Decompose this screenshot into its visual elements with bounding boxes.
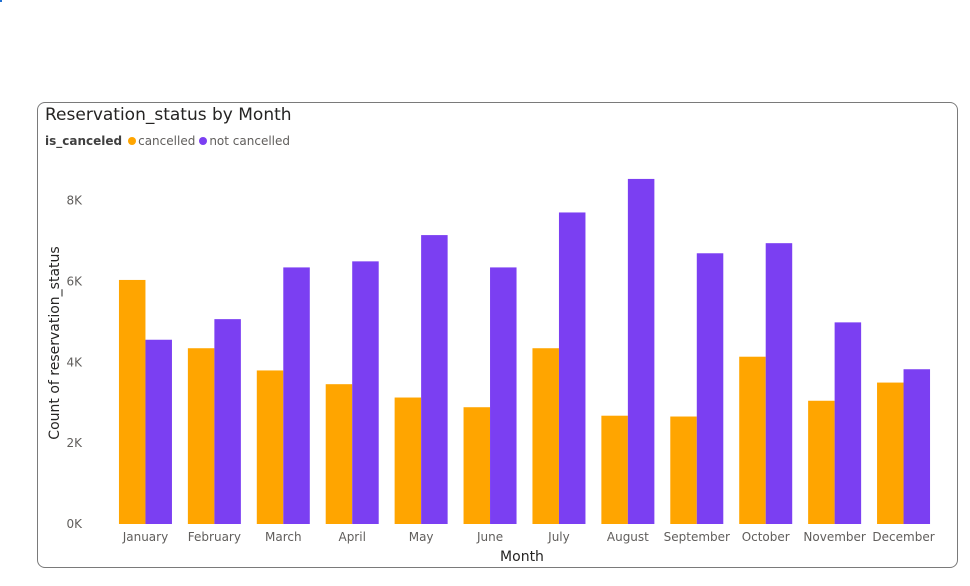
bar-cancelled-november[interactable] [808,400,835,524]
x-tick-label: June [476,530,503,544]
bar-cancelled-july[interactable] [532,348,559,524]
y-axis-title: Count of reservation_status [47,246,63,439]
bar-not-cancelled-march[interactable] [283,267,310,524]
legend-item-cancelled[interactable]: cancelled [128,134,195,148]
bar-cancelled-august[interactable] [601,415,628,524]
legend-label-not-cancelled: not cancelled [209,134,290,148]
legend-dot-cancelled-icon [128,137,137,145]
legend-title: is_canceled [45,134,123,148]
legend-label-cancelled: cancelled [138,134,196,148]
bar-not-cancelled-november[interactable] [834,322,862,524]
x-tick-label: May [409,530,434,544]
bar-cancelled-april[interactable] [325,384,353,524]
y-tick-label: 8K [66,194,83,208]
y-tick-label: 0K [66,517,83,531]
bar-cancelled-december[interactable] [877,382,904,524]
x-tick-label: February [188,530,241,544]
x-tick-label: April [338,530,365,544]
bar-cancelled-january[interactable] [118,279,146,524]
bar-not-cancelled-september[interactable] [696,253,724,524]
y-tick-label: 6K [66,275,83,289]
bar-not-cancelled-december[interactable] [903,369,931,524]
bar-cancelled-october[interactable] [739,356,766,524]
bar-not-cancelled-july[interactable] [558,212,586,524]
x-axis-title: Month [500,549,544,565]
bar-cancelled-march[interactable] [256,370,284,524]
x-tick-label: November [803,530,865,544]
y-tick-label: 4K [66,355,83,369]
chart-card[interactable]: Reservation_status by Month is_canceled … [37,102,958,568]
y-axis: 0K 2K 4K 6K 8K [66,194,83,531]
x-axis: January February March April May June July Augu… [122,530,935,544]
bar-cancelled-may[interactable] [394,397,422,524]
x-tick-label: January [122,530,169,544]
legend-dot-not-cancelled-icon [199,137,208,145]
x-tick-label: September [664,530,730,544]
bar-not-cancelled-august[interactable] [627,178,655,524]
bar-not-cancelled-april[interactable] [352,261,379,524]
legend-item-not-cancelled[interactable]: not cancelled [199,134,290,148]
legend: is_canceled cancelled not cancelled [45,134,294,148]
bar-not-cancelled-january[interactable] [145,339,172,524]
corner-marker [0,0,2,2]
x-tick-label: March [265,530,302,544]
x-tick-label: October [742,530,790,544]
chart-title: Reservation_status by Month [45,105,292,125]
bar-cancelled-february[interactable] [187,348,215,524]
x-tick-label: August [607,530,649,544]
bar-cancelled-september[interactable] [670,416,697,524]
y-tick-label: 2K [66,436,83,450]
x-tick-label: December [872,530,934,544]
bar-cancelled-june[interactable] [463,407,491,524]
bars [118,178,931,524]
bar-not-cancelled-october[interactable] [765,243,793,524]
x-tick-label: July [547,530,570,544]
bar-not-cancelled-february[interactable] [214,319,241,524]
bar-not-cancelled-june[interactable] [490,267,517,524]
bar-not-cancelled-may[interactable] [421,235,448,524]
